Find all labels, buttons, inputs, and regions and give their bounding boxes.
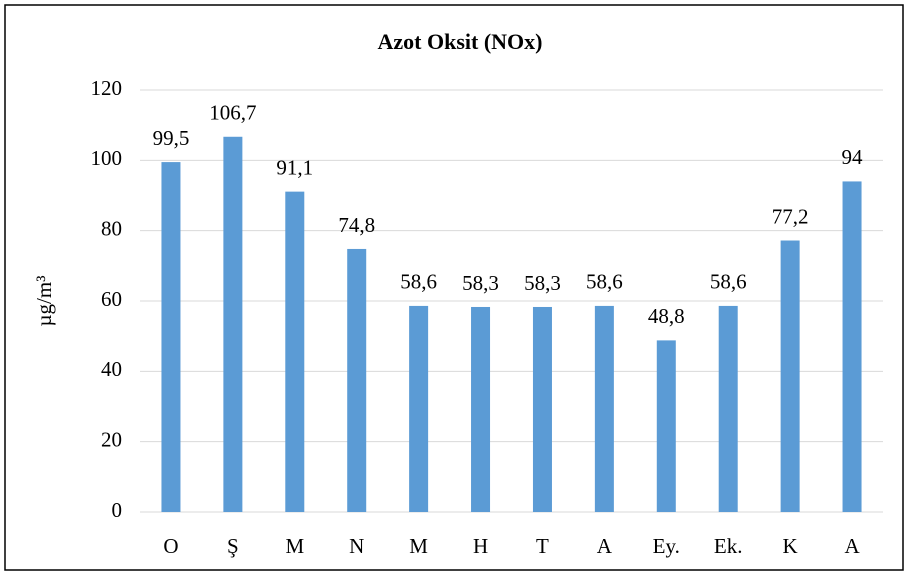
- value-label: 74,8: [338, 213, 375, 237]
- bar: [347, 248, 367, 512]
- bar: [285, 191, 305, 513]
- x-tick-label: Ş: [227, 534, 239, 558]
- x-tick-label: N: [349, 534, 364, 558]
- x-tick-label: M: [409, 534, 428, 558]
- value-label: 58,3: [462, 271, 499, 295]
- x-tick-label: A: [844, 534, 860, 558]
- y-tick-label: 20: [101, 427, 122, 451]
- bar: [780, 240, 800, 512]
- bar: [594, 305, 614, 512]
- bar: [532, 306, 552, 512]
- x-tick-label: A: [597, 534, 613, 558]
- chart-frame: [4, 4, 904, 571]
- x-tick-label: O: [163, 534, 178, 558]
- y-tick-label: 40: [101, 357, 122, 381]
- y-tick-label: 100: [91, 146, 123, 170]
- bar: [718, 305, 738, 512]
- x-tick-label: M: [285, 534, 304, 558]
- value-label: 48,8: [648, 304, 685, 328]
- value-label: 99,5: [153, 126, 190, 150]
- value-label: 58,3: [524, 271, 561, 295]
- value-label: 91,1: [276, 155, 313, 179]
- y-tick-label: 120: [91, 76, 123, 100]
- y-axis-label: µg/m³: [32, 275, 56, 326]
- value-label: 94: [842, 145, 864, 169]
- x-tick-label: Ek.: [714, 534, 743, 558]
- bar: [471, 306, 491, 512]
- x-tick-label: H: [473, 534, 488, 558]
- y-tick-label: 80: [101, 216, 122, 240]
- bar: [161, 162, 181, 512]
- bar: [842, 181, 862, 512]
- bar: [409, 305, 429, 512]
- y-tick-label: 60: [101, 287, 122, 311]
- value-label: 58,6: [400, 270, 437, 294]
- chart-title: Azot Oksit (NOx): [378, 29, 543, 54]
- bar: [656, 340, 676, 512]
- x-tick-label: T: [536, 534, 549, 558]
- x-tick-label: Ey.: [653, 534, 680, 558]
- value-label: 58,6: [710, 270, 747, 294]
- value-label: 106,7: [209, 101, 256, 125]
- x-tick-label: K: [783, 534, 798, 558]
- value-label: 58,6: [586, 270, 623, 294]
- bar: [223, 136, 243, 512]
- y-tick-label: 0: [112, 498, 123, 522]
- value-label: 77,2: [772, 204, 809, 228]
